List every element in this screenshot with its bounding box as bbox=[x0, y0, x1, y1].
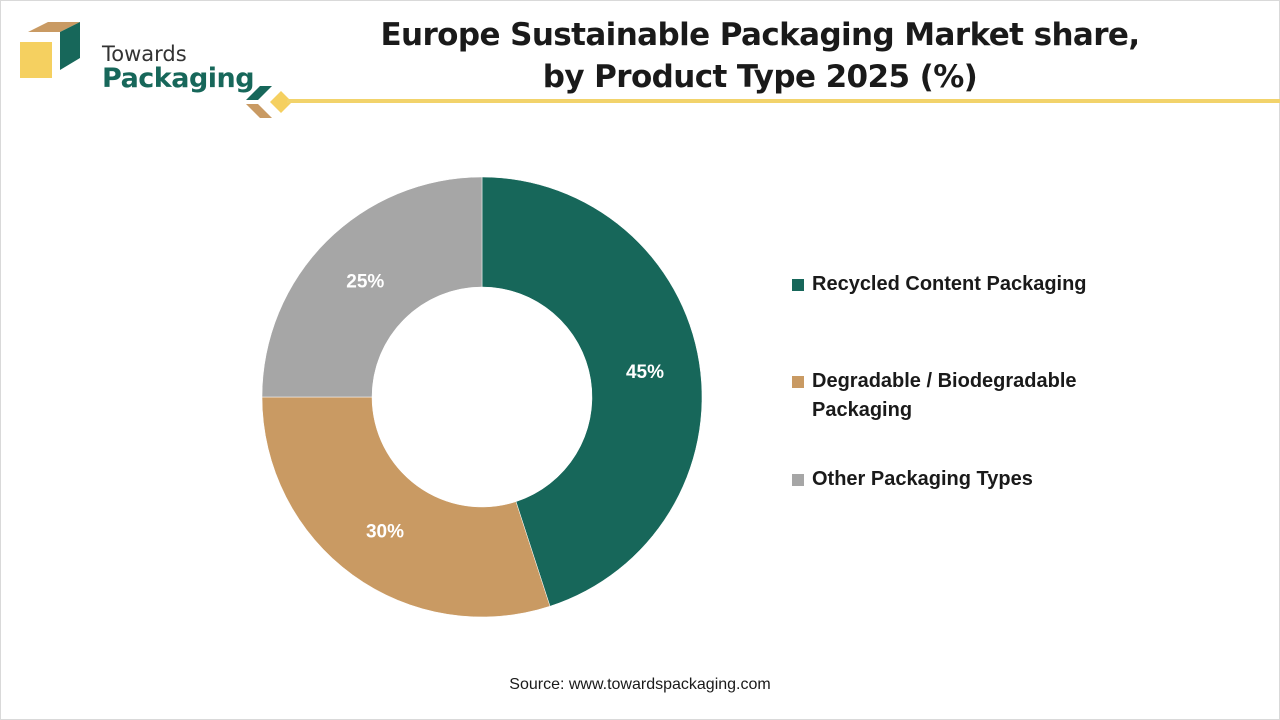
brand-logo: Towards Packaging bbox=[18, 20, 255, 94]
source-note: Source: www.towardspackaging.com bbox=[509, 676, 771, 693]
box-logo-icon bbox=[20, 22, 80, 78]
chart-title: Europe Sustainable Packaging Market shar… bbox=[360, 14, 1160, 98]
title-underline bbox=[287, 99, 1280, 103]
legend-swatch-recycled bbox=[792, 279, 804, 291]
legend-swatch-other bbox=[792, 474, 804, 486]
chart-title-line-2: by Product Type 2025 (%) bbox=[542, 59, 978, 95]
slice-label-recycled: 45% bbox=[626, 362, 664, 383]
legend-label-recycled: Recycled Content Packaging bbox=[812, 273, 1087, 295]
legend-swatch-degradable bbox=[792, 376, 804, 388]
donut-slice-degradable bbox=[261, 396, 551, 618]
diamond-divider-icon bbox=[246, 86, 292, 118]
legend-label-other: Other Packaging Types bbox=[812, 468, 1033, 490]
chart-title-line-1: Europe Sustainable Packaging Market shar… bbox=[380, 17, 1140, 53]
slice-label-other: 25% bbox=[346, 271, 384, 292]
legend-label-degradable-line-2: Packaging bbox=[812, 399, 913, 421]
donut-slice-other bbox=[261, 176, 483, 398]
brand-name-top: Towards bbox=[102, 42, 187, 66]
brand-name-main: Packaging bbox=[102, 63, 255, 94]
slice-label-degradable: 30% bbox=[366, 521, 404, 542]
legend-label-degradable-line-1: Degradable / Biodegradable bbox=[812, 370, 1077, 392]
